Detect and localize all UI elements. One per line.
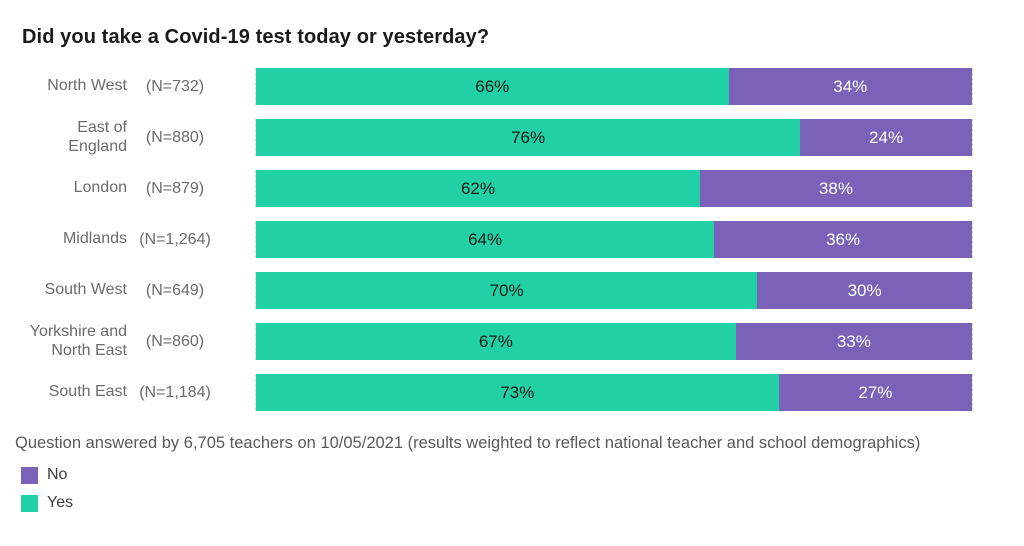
row-region-label: Midlands [62,230,127,248]
legend-swatch-yes-icon [21,494,38,512]
bar-segment-yes: 70% [256,272,758,309]
bar-value-no: 27% [858,382,893,402]
row-sample-size: (N=732) [145,77,205,95]
bar-value-yes: 67% [478,331,513,351]
bar-value-yes: 66% [475,76,510,96]
row-sample-size: (N=649) [145,281,205,299]
bar-segment-yes: 62% [256,170,700,207]
row-region-label: South West [44,281,127,299]
row-sample-size: (N=1,264) [139,230,211,248]
bar-segment-no: 30% [757,272,972,309]
bar-value-yes: 62% [460,178,495,198]
legend-item-yes: Yes [21,494,1024,512]
row-sample-size: (N=880) [145,128,205,146]
bar-value-no: 24% [869,127,904,147]
row-sample-size: (N=1,184) [139,383,211,401]
bar-segment-no: 36% [714,221,972,258]
chart-row: North West (N=732) 66% 34% [15,68,1024,105]
row-bar-track: 70% 30% [255,272,973,309]
row-sample-size: (N=879) [145,179,205,197]
row-region-label: North West [47,77,127,95]
bar-segment-yes: 76% [256,119,801,156]
bar-segment-yes: 67% [256,323,736,360]
row-region-label: East of England [68,119,127,155]
bar-value-no: 36% [826,229,861,249]
bar-value-no: 38% [818,178,853,198]
chart-page: Did you take a Covid-19 test today or ye… [0,26,1024,546]
bar-value-yes: 70% [489,280,524,300]
bar-segment-yes: 73% [256,374,779,411]
bar-value-yes: 73% [500,382,535,402]
row-bar-track: 76% 24% [255,119,973,156]
row-region-label: Yorkshire and North East [29,323,127,359]
legend-label-no: No [47,466,68,483]
bar-segment-no: 27% [778,374,972,411]
chart-title: Did you take a Covid-19 test today or ye… [22,26,490,48]
row-bar-track: 62% 38% [255,170,973,207]
bar-segment-no: 24% [800,119,972,156]
row-region-label: South East [48,383,127,401]
bar-value-no: 30% [847,280,882,300]
row-sample-size: (N=860) [145,332,205,350]
bar-segment-no: 38% [699,170,972,207]
chart-row: East of England (N=880) 76% 24% [15,119,1024,156]
chart-row: South West (N=649) 70% 30% [15,272,1024,309]
bar-value-no: 34% [833,76,868,96]
row-region-label: London [73,179,127,197]
chart-row: London (N=879) 62% 38% [15,170,1024,207]
chart-row: Midlands (N=1,264) 64% 36% [15,221,1024,258]
chart-legend: No Yes [21,466,1024,512]
chart-row: South East (N=1,184) 73% 27% [15,374,1024,411]
bar-value-yes: 76% [511,127,546,147]
bar-segment-no: 33% [735,323,972,360]
bar-chart: North West (N=732) 66% 34% East of Engla… [15,68,1024,411]
legend-label-yes: Yes [47,494,74,511]
bar-segment-yes: 64% [256,221,715,258]
bar-segment-yes: 66% [256,68,729,105]
row-bar-track: 66% 34% [255,68,973,105]
chart-footnote: Question answered by 6,705 teachers on 1… [15,434,921,452]
chart-row: Yorkshire and North East (N=860) 67% 33% [15,323,1024,360]
legend-item-no: No [21,466,1024,484]
row-bar-track: 73% 27% [255,374,973,411]
bar-value-no: 33% [836,331,871,351]
legend-swatch-no-icon [21,466,38,484]
bar-value-yes: 64% [468,229,503,249]
row-bar-track: 64% 36% [255,221,973,258]
row-bar-track: 67% 33% [255,323,973,360]
bar-segment-no: 34% [728,68,972,105]
